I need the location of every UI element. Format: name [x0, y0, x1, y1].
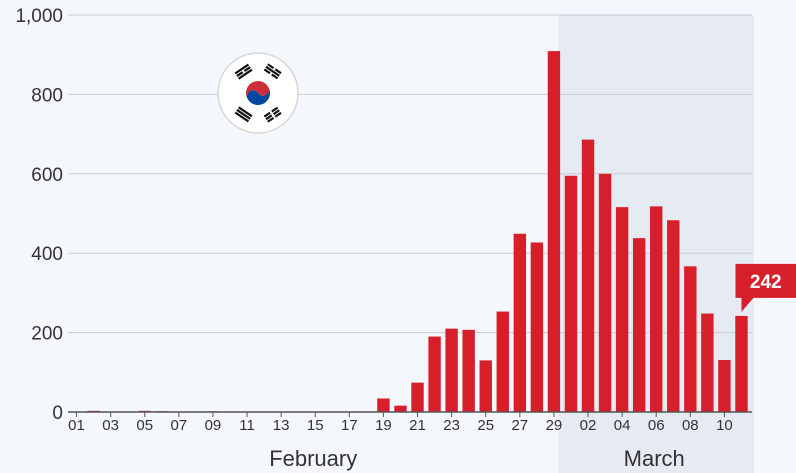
- x-tick-label: 10: [716, 417, 733, 434]
- y-tick-label: 600: [31, 165, 63, 186]
- bar: [684, 266, 697, 412]
- bar: [445, 328, 458, 412]
- bar: [581, 139, 595, 412]
- x-tick-label: 29: [546, 417, 563, 434]
- x-tick-label: 01: [68, 417, 85, 434]
- x-tick-label: 08: [682, 417, 699, 434]
- last-value-label: 242: [750, 272, 782, 293]
- bar: [547, 51, 561, 412]
- bar: [650, 206, 663, 412]
- x-tick-label: 04: [614, 417, 631, 434]
- month-label-february: February: [269, 446, 357, 471]
- y-tick-label: 400: [31, 244, 63, 265]
- x-tick-label: 21: [409, 417, 426, 434]
- bar: [479, 360, 492, 412]
- bar: [701, 313, 714, 412]
- x-tick-label: 02: [580, 417, 597, 434]
- bar: [462, 329, 475, 412]
- bar: [411, 382, 424, 412]
- bar: [632, 238, 646, 412]
- bars: [87, 51, 748, 412]
- x-tick-label: 09: [205, 417, 222, 434]
- x-tick-label: 27: [511, 417, 528, 434]
- x-tick-label: 07: [170, 417, 187, 434]
- x-tick-label: 15: [307, 417, 324, 434]
- bar: [530, 242, 544, 412]
- bar: [735, 315, 748, 412]
- bar: [598, 173, 612, 412]
- y-tick-label: 1,000: [15, 6, 63, 27]
- y-tick-label: 800: [31, 85, 63, 106]
- bar: [718, 359, 731, 412]
- x-tick-label: 11: [239, 417, 255, 434]
- y-tick-label: 0: [52, 403, 63, 424]
- bar: [394, 405, 407, 412]
- month-label-march: March: [624, 446, 685, 471]
- bar: [428, 336, 441, 412]
- bar: [564, 175, 578, 412]
- bar: [615, 207, 629, 412]
- x-axis-ticks: 01 03 05 07 09 11 13 15 17 19 21 23 25 27 29 02 04 06 08 10: [68, 412, 733, 434]
- x-tick-label: 19: [375, 417, 392, 434]
- south-korea-flag-icon: [217, 52, 299, 134]
- last-value-callout: 242: [735, 263, 796, 312]
- bar: [667, 220, 680, 412]
- x-tick-label: 25: [477, 417, 494, 434]
- x-tick-label: 06: [648, 417, 665, 434]
- y-axis-ticks: 0 200 400 600 800 1,000: [15, 6, 63, 424]
- bar: [513, 233, 527, 412]
- bar: [496, 311, 509, 412]
- y-tick-label: 200: [31, 324, 63, 345]
- bar: [377, 398, 390, 412]
- x-tick-label: 13: [273, 417, 290, 434]
- x-tick-label: 23: [443, 417, 460, 434]
- x-tick-label: 03: [102, 417, 119, 434]
- x-tick-label: 05: [136, 417, 153, 434]
- x-tick-label: 17: [341, 417, 358, 434]
